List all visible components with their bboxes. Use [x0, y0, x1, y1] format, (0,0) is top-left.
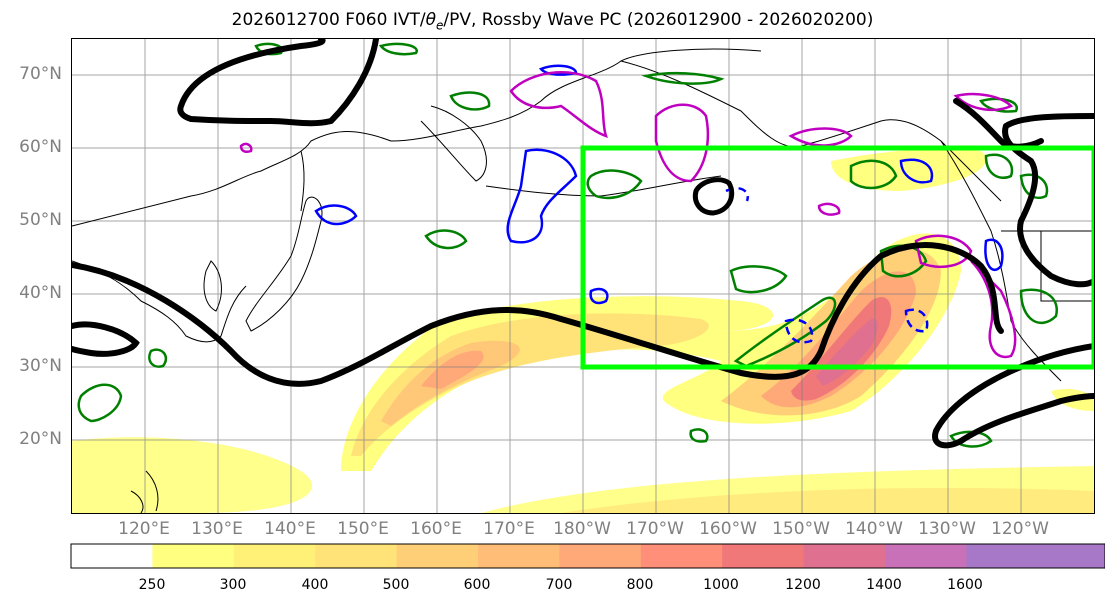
colorbar-cell-300: [233, 544, 316, 568]
graticule: [72, 39, 1094, 513]
lon-label-180w: 180°W: [553, 519, 611, 539]
ivt-band-250-west: [72, 437, 313, 513]
pv-east-loop: [1002, 113, 1094, 288]
colorbar-tick-300: 300: [219, 577, 247, 593]
pv-east-trough: [932, 343, 1094, 449]
colorbar-cell-700: [559, 544, 642, 568]
lon-label-120e: 120°E: [118, 519, 170, 539]
pv-southwest: [72, 321, 140, 357]
colorbar-tick-800: 800: [626, 577, 654, 593]
colorbar-tick-600: 600: [463, 577, 491, 593]
lon-label-160w: 160°W: [699, 519, 757, 539]
ivt-plume-300: [351, 313, 709, 456]
colorbar-cell-400: [315, 544, 398, 568]
lon-label-130e: 130°E: [191, 519, 243, 539]
colorbar-cell-1200: [803, 544, 886, 568]
theta-e-magenta-contours: [239, 71, 1017, 359]
colorbar-cell-1000: [722, 544, 805, 568]
lon-label-120w: 120°W: [991, 519, 1049, 539]
colorbar-frame: [70, 543, 1105, 569]
lon-label-170w: 170°W: [626, 519, 684, 539]
sakhalin: [300, 150, 305, 212]
lat-label-50n: 50°N: [19, 210, 62, 230]
colorbar-cell-800: [640, 544, 723, 568]
colorbar-tick-1200: 1200: [785, 577, 821, 593]
lon-label-140e: 140°E: [264, 519, 316, 539]
colorbar-tick-1600: 1600: [947, 577, 983, 593]
colorbar-tick-250: 250: [138, 577, 166, 593]
lat-label-70n: 70°N: [19, 64, 62, 84]
chart-title: 2026012700 F060 IVT/θe/PV, Rossby Wave P…: [231, 10, 874, 33]
colorbar-tick-1400: 1400: [866, 577, 902, 593]
lon-label-170e: 170°E: [483, 519, 535, 539]
philippines: [145, 470, 159, 512]
lon-label-130w: 130°W: [918, 519, 976, 539]
colorbar-tick-400: 400: [301, 577, 329, 593]
colorbar-cell-1400: [885, 544, 967, 568]
rossby-wave-box: [580, 145, 1094, 370]
colorbar-cell-500: [396, 544, 479, 568]
kamchatka: [420, 105, 487, 182]
colorbar-cell-600: [478, 544, 560, 568]
lon-label-140w: 140°W: [845, 519, 903, 539]
colorbar: [70, 543, 1105, 569]
pv-main-wave: [72, 242, 1004, 387]
lon-label-150w: 150°W: [772, 519, 830, 539]
japan: [245, 196, 323, 332]
pv-east-loop-inner: [953, 98, 1044, 150]
lat-label-60n: 60°N: [19, 137, 62, 157]
lon-label-150e: 150°E: [337, 519, 389, 539]
pv-small-loop: [692, 177, 735, 216]
colorbar-tick-700: 700: [545, 577, 573, 593]
lat-label-30n: 30°N: [19, 356, 62, 376]
colorbar-tick-500: 500: [382, 577, 410, 593]
philippines-2: [130, 490, 144, 513]
lat-label-40n: 40°N: [19, 283, 62, 303]
map-svg: [72, 39, 1094, 513]
colorbar-cell-below: [71, 544, 153, 568]
lon-label-160e: 160°E: [410, 519, 462, 539]
colorbar-tick-1000: 1000: [703, 577, 739, 593]
asia-coast-east: [72, 260, 247, 343]
pv-contours: [72, 39, 1094, 449]
colorbar-cell-250: [152, 544, 235, 568]
theta-e-green-contours: [77, 42, 1058, 448]
asia-coast: [72, 48, 762, 227]
pv-north-loop: [177, 39, 379, 127]
korea: [203, 260, 222, 312]
lat-label-20n: 20°N: [19, 429, 62, 449]
map-panel: [71, 38, 1095, 514]
na-border-2: [1040, 231, 1094, 302]
colorbar-cell-1600: [966, 544, 1105, 568]
ivt-band-250-south-inner: [561, 487, 1094, 513]
